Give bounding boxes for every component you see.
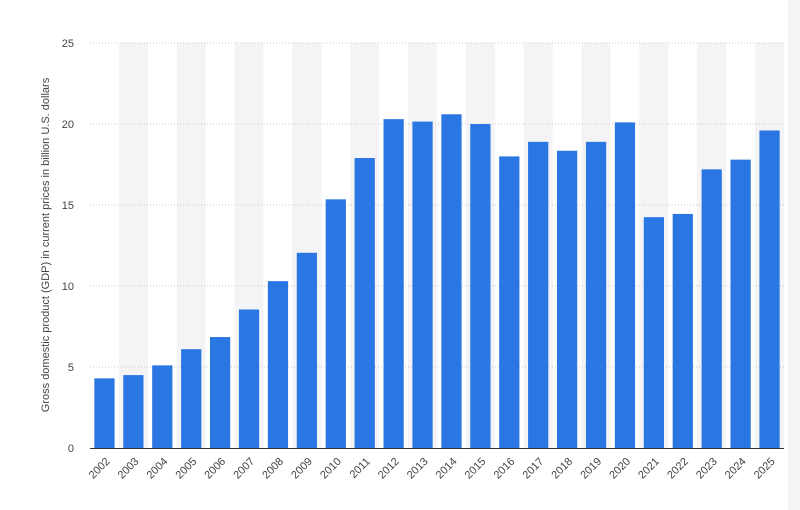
x-tick-label: 2017 xyxy=(521,456,547,482)
y-tick-label: 0 xyxy=(68,443,74,455)
bar-2011[interactable] xyxy=(354,158,375,448)
x-tick-label: 2007 xyxy=(231,456,257,482)
x-tick-label: 2010 xyxy=(318,456,344,482)
bar-2009[interactable] xyxy=(296,252,317,448)
bar-2004[interactable] xyxy=(152,365,173,448)
y-tick-label: 10 xyxy=(62,281,74,293)
bars xyxy=(94,114,780,449)
x-tick-label: 2021 xyxy=(636,456,662,482)
x-tick-label: 2012 xyxy=(376,456,402,482)
x-tick-label: 2015 xyxy=(463,456,489,482)
y-tick-label: 15 xyxy=(62,200,74,212)
bar-2006[interactable] xyxy=(210,337,231,448)
x-tick-label: 2018 xyxy=(549,456,575,482)
x-tick-label: 2004 xyxy=(145,456,171,482)
bar-2021[interactable] xyxy=(643,217,664,448)
bar-2017[interactable] xyxy=(528,141,549,448)
x-tick-label: 2009 xyxy=(289,456,315,482)
bar-2010[interactable] xyxy=(325,199,346,448)
y-axis-label: Gross domestic product (GDP) in current … xyxy=(40,77,52,412)
bar-2018[interactable] xyxy=(557,150,578,449)
x-tick-label: 2011 xyxy=(348,456,373,481)
right-edge-strip xyxy=(788,0,800,510)
bar-2022[interactable] xyxy=(672,213,693,448)
x-tick-label: 2006 xyxy=(202,456,228,482)
y-tick-label: 5 xyxy=(68,362,74,374)
bar-2016[interactable] xyxy=(499,156,520,448)
x-tick-label: 2008 xyxy=(260,456,286,482)
bar-2019[interactable] xyxy=(585,141,607,448)
bar-2007[interactable] xyxy=(238,309,260,448)
bar-2012[interactable] xyxy=(383,119,404,448)
bar-2024[interactable] xyxy=(730,159,751,448)
x-tick-label: 2019 xyxy=(578,456,604,482)
bar-2015[interactable] xyxy=(470,124,491,448)
x-tick-label: 2022 xyxy=(665,456,691,482)
x-tick-label: 2005 xyxy=(174,456,200,482)
bar-2008[interactable] xyxy=(267,281,289,448)
bar-2023[interactable] xyxy=(701,169,722,449)
x-tick-label: 2016 xyxy=(492,456,518,482)
x-tick-label: 2003 xyxy=(116,456,142,482)
x-axis-ticks: 2002 2003 2004 2005 2006 2007 2008 2009 2010 2011… xyxy=(87,456,778,482)
x-tick-label: 2014 xyxy=(434,456,460,482)
bar-2002[interactable] xyxy=(94,378,115,448)
bar-2013[interactable] xyxy=(412,121,433,448)
x-tick-label: 2025 xyxy=(752,456,778,482)
y-tick-label: 20 xyxy=(62,119,74,131)
bar-2003[interactable] xyxy=(123,375,144,448)
bar-2014[interactable] xyxy=(441,114,462,448)
x-tick-label: 2013 xyxy=(405,456,431,482)
x-tick-label: 2023 xyxy=(694,456,720,482)
x-tick-label: 2020 xyxy=(607,456,633,482)
bar-2020[interactable] xyxy=(614,122,636,448)
y-axis-ticks: 0 5 10 15 20 25 xyxy=(62,38,74,455)
bar-2025[interactable] xyxy=(759,130,780,449)
y-tick-label: 25 xyxy=(62,38,74,50)
x-tick-label: 2024 xyxy=(723,456,749,482)
x-tick-label: 2002 xyxy=(87,456,113,482)
bar-2005[interactable] xyxy=(181,349,202,448)
